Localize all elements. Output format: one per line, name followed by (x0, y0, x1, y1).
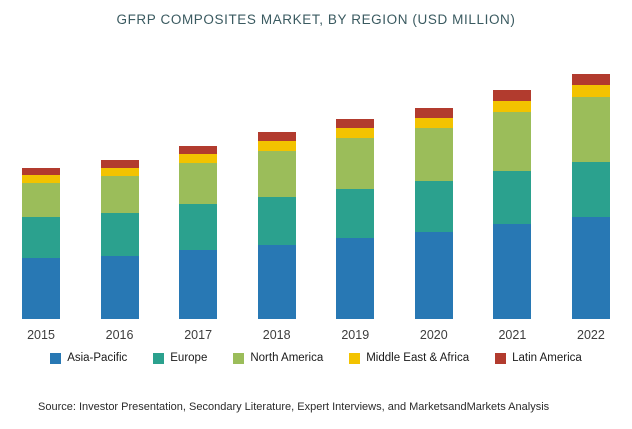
legend-label: Latin America (512, 352, 582, 364)
legend-label: North America (250, 352, 324, 364)
legend-item-middle-east-africa: Middle East & Africa (349, 352, 469, 364)
legend-swatch (233, 352, 245, 364)
bar-segment-middle-east-africa (493, 100, 532, 112)
legend-item-europe: Europe (153, 352, 207, 364)
stacked-bar-plot: 2015 2016 2017 2018 2019 2020 2021 2022 (20, 70, 612, 342)
legend-label: Asia-Pacific (67, 352, 128, 364)
bar-segment-latin-america (571, 74, 610, 86)
bar-segment-asia-pacific (257, 244, 296, 319)
bar-stack (257, 132, 296, 319)
bar-group-2021: 2021 (493, 90, 532, 342)
bar-segment-europe (100, 212, 139, 256)
bar-segment-asia-pacific (336, 238, 375, 319)
bar-segment-latin-america (493, 90, 532, 101)
bar-segment-middle-east-africa (336, 128, 375, 139)
bar-segment-middle-east-africa (179, 153, 218, 163)
source-note: Source: Investor Presentation, Secondary… (38, 401, 550, 413)
bar-segment-asia-pacific (414, 232, 453, 319)
bar-stack (414, 107, 453, 319)
bar-segment-europe (22, 217, 60, 258)
bar-segment-north-america (100, 176, 139, 213)
bar-segment-north-america (414, 128, 453, 182)
legend-label: Middle East & Africa (366, 352, 470, 364)
bar-stack (179, 145, 218, 319)
x-axis-label: 2022 (577, 328, 605, 342)
legend-swatch (349, 352, 361, 364)
bar-segment-europe (336, 189, 375, 239)
bar-stack (22, 168, 60, 319)
bar-segment-latin-america (22, 168, 60, 176)
x-axis-label: 2017 (184, 328, 213, 342)
x-axis-label: 2020 (419, 328, 448, 342)
bar-segment-asia-pacific (493, 224, 532, 319)
bar-segment-europe (414, 181, 453, 233)
bar-segment-latin-america (257, 132, 296, 142)
legend-item-north-america: North America (233, 352, 323, 364)
bar-segment-latin-america (100, 159, 139, 168)
bar-segment-asia-pacific (179, 249, 218, 319)
x-axis-label: 2016 (105, 328, 134, 342)
legend-swatch (50, 352, 62, 364)
legend-item-latin-america: Latin America (495, 352, 582, 364)
bar-segment-latin-america (179, 145, 218, 154)
bar-segment-north-america (336, 138, 375, 190)
bar-stack (336, 119, 375, 319)
bar-stack (100, 159, 139, 319)
legend: Asia-Pacific Europe North America Middle Ea… (0, 352, 632, 364)
bar-segment-north-america (493, 111, 532, 172)
bar-group-2019: 2019 (336, 119, 375, 342)
x-axis-label: 2019 (341, 328, 370, 342)
bar-group-2020: 2020 (414, 107, 453, 342)
bar-segment-middle-east-africa (22, 175, 60, 184)
bar-group-2017: 2017 (179, 145, 218, 342)
bar-segment-latin-america (414, 107, 453, 118)
bar-segment-middle-east-africa (571, 85, 610, 97)
bar-segment-north-america (179, 162, 218, 204)
bar-segment-latin-america (336, 119, 375, 129)
x-axis-label: 2015 (27, 328, 55, 342)
bar-stack (571, 74, 610, 319)
bar-segment-middle-east-africa (414, 117, 453, 129)
bar-group-2022: 2022 (571, 74, 610, 342)
legend-swatch (495, 352, 507, 364)
x-axis-label: 2021 (498, 328, 527, 342)
x-axis-label: 2018 (262, 328, 291, 342)
bar-group-2018: 2018 (257, 132, 296, 342)
bar-segment-europe (571, 161, 610, 217)
legend-swatch (153, 352, 165, 364)
chart-title: GFRP COMPOSITES MARKET, BY REGION (USD M… (116, 12, 516, 27)
legend-label: Europe (170, 352, 208, 364)
bar-segment-asia-pacific (571, 216, 610, 319)
bar-segment-europe (493, 171, 532, 225)
bar-segment-north-america (257, 150, 296, 197)
bar-segment-middle-east-africa (257, 141, 296, 151)
bar-segment-north-america (22, 183, 60, 218)
bar-segment-asia-pacific (100, 255, 139, 319)
bar-segment-asia-pacific (22, 257, 60, 319)
legend-item-asia-pacific: Asia-Pacific (50, 352, 127, 364)
bar-segment-europe (257, 196, 296, 245)
bar-stack (493, 90, 532, 319)
bar-segment-north-america (571, 96, 610, 162)
bar-group-2016: 2016 (100, 159, 139, 342)
bar-segment-middle-east-africa (100, 167, 139, 177)
bar-group-2015: 2015 (22, 168, 60, 342)
bar-segment-europe (179, 203, 218, 250)
